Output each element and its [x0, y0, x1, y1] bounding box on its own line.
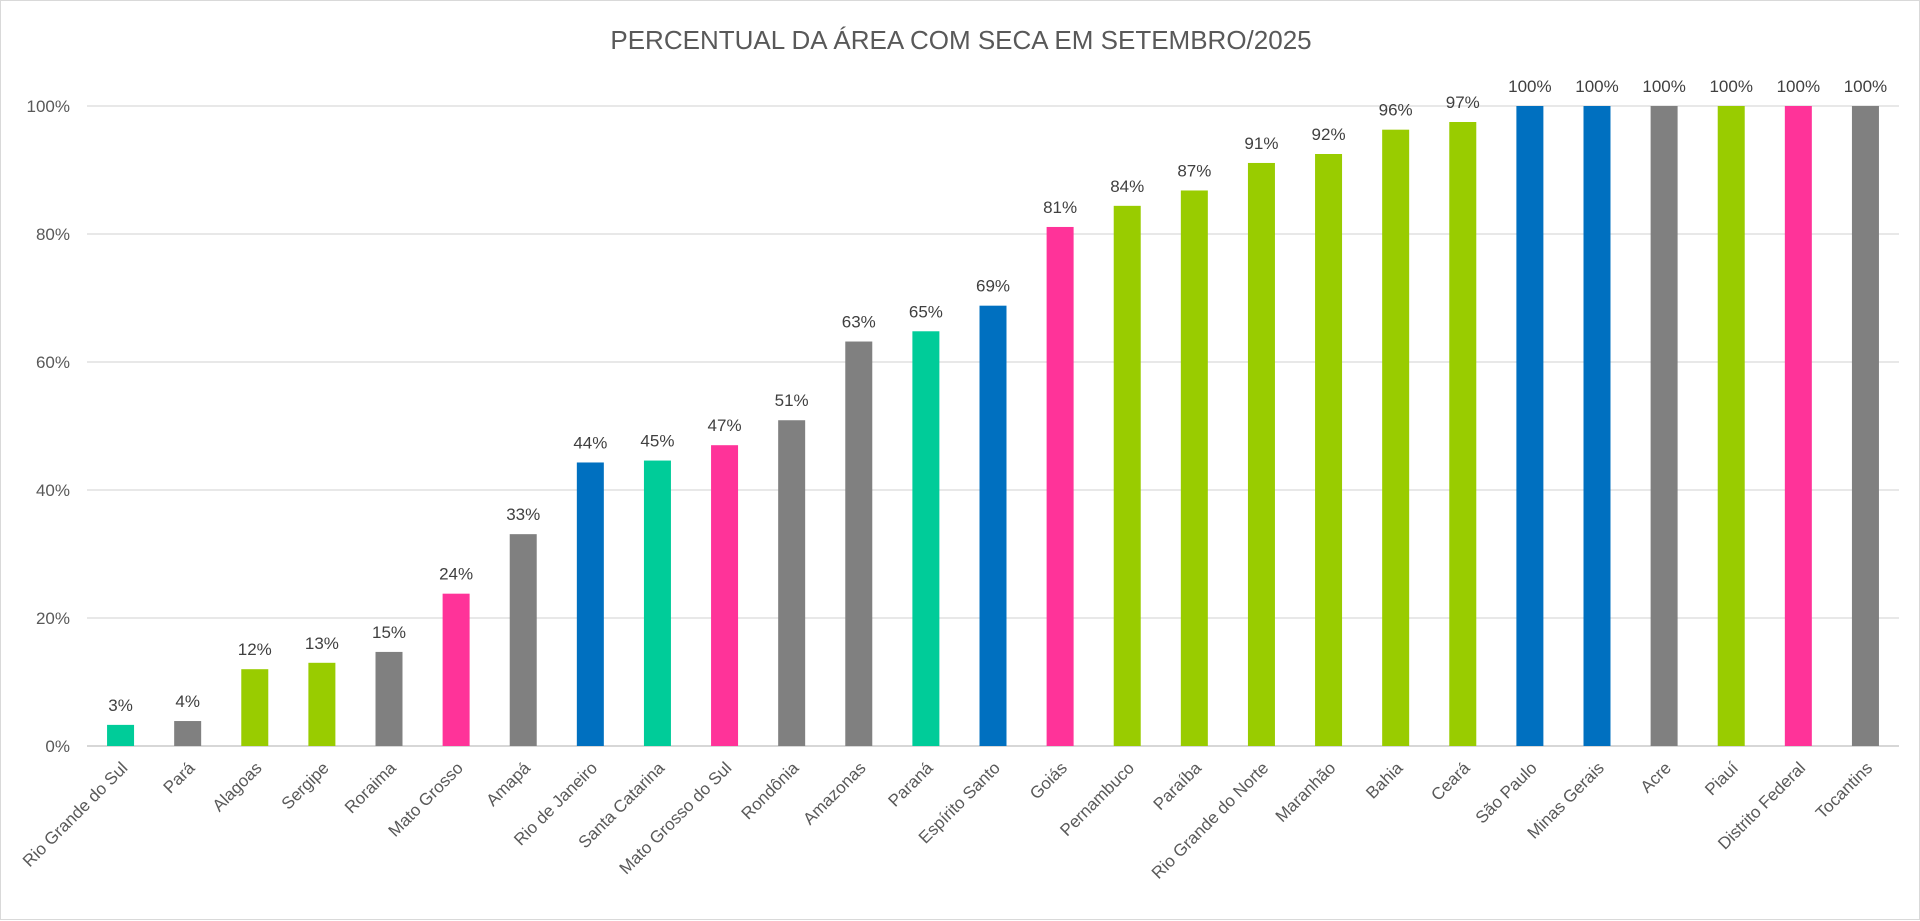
- category-label: Amapá: [483, 758, 535, 810]
- data-label: 100%: [1508, 77, 1551, 96]
- category-label: São Paulo: [1472, 758, 1541, 827]
- y-tick-label: 100%: [27, 97, 70, 116]
- bar: [912, 331, 940, 746]
- data-label: 91%: [1244, 134, 1278, 153]
- data-label: 65%: [909, 302, 943, 321]
- data-label: 24%: [439, 565, 473, 584]
- data-label: 84%: [1110, 177, 1144, 196]
- category-label: Tocantins: [1812, 758, 1876, 822]
- category-label: Maranhão: [1272, 758, 1340, 826]
- data-label: 51%: [775, 391, 809, 410]
- data-label: 92%: [1312, 125, 1346, 144]
- category-label: Paraná: [885, 758, 938, 811]
- chart-title: PERCENTUAL DA ÁREA COM SECA EM SETEMBRO/…: [610, 25, 1311, 55]
- y-tick-label: 80%: [36, 225, 70, 244]
- y-tick-label: 20%: [36, 609, 70, 628]
- bar: [1315, 154, 1343, 746]
- bar: [1382, 129, 1410, 746]
- category-label: Sergipe: [278, 758, 333, 813]
- category-labels: Rio Grande do Sul Pará Alagoas Sergipe Rorai…: [19, 758, 1876, 883]
- data-labels: 3% 4% 12% 13% 15% 24% 33% 44% 45% 47% 51% 63% 65% 69%…: [108, 77, 1887, 715]
- category-label: Goiás: [1026, 758, 1071, 803]
- bar: [442, 593, 470, 746]
- y-tick-label: 0%: [45, 737, 70, 756]
- category-label: Rio Grande do Norte: [1148, 758, 1272, 882]
- bar: [778, 420, 806, 746]
- bars: [107, 106, 1879, 747]
- y-tick-label: 40%: [36, 481, 70, 500]
- data-label: 63%: [842, 313, 876, 332]
- data-label: 47%: [708, 416, 742, 435]
- bar: [1449, 122, 1477, 746]
- y-tick-label: 60%: [36, 353, 70, 372]
- data-label: 97%: [1446, 93, 1480, 112]
- bar: [174, 721, 202, 746]
- y-axis-ticks: 0% 20% 40% 60% 80% 100%: [27, 97, 70, 756]
- data-label: 44%: [573, 433, 607, 452]
- bar: [1113, 205, 1141, 747]
- data-label: 3%: [108, 696, 133, 715]
- bar: [107, 724, 135, 746]
- bar: [509, 534, 537, 746]
- data-label: 81%: [1043, 198, 1077, 217]
- category-label: Ceará: [1427, 758, 1474, 805]
- bar: [979, 305, 1007, 746]
- data-label: 4%: [175, 692, 200, 711]
- bar: [308, 662, 336, 746]
- category-label: Amazonas: [799, 758, 869, 828]
- data-label: 100%: [1777, 77, 1820, 96]
- data-label: 100%: [1844, 77, 1887, 96]
- bar: [1046, 226, 1074, 746]
- category-label: Pará: [160, 758, 199, 797]
- category-label: Roraima: [341, 758, 400, 817]
- data-label: 45%: [640, 432, 674, 451]
- bar: [1180, 190, 1208, 747]
- bar: [643, 460, 671, 746]
- bar: [845, 341, 873, 746]
- category-label: Bahia: [1362, 758, 1407, 803]
- data-label: 100%: [1709, 77, 1752, 96]
- bar: [1717, 106, 1745, 746]
- bar: [1516, 106, 1544, 746]
- bar: [241, 669, 269, 746]
- data-label: 12%: [238, 640, 272, 659]
- data-label: 69%: [976, 277, 1010, 296]
- bar: [1851, 106, 1879, 746]
- data-label: 96%: [1379, 101, 1413, 120]
- bar: [1247, 162, 1275, 746]
- data-label: 15%: [372, 623, 406, 642]
- data-label: 87%: [1177, 161, 1211, 180]
- data-label: 100%: [1642, 77, 1685, 96]
- bar: [711, 445, 739, 746]
- category-label: Acre: [1637, 758, 1675, 796]
- data-label: 100%: [1575, 77, 1618, 96]
- bar: [1784, 106, 1812, 746]
- category-label: Mato Grosso do Sul: [616, 758, 736, 878]
- category-label: Alagoas: [209, 758, 266, 815]
- bar: [375, 651, 403, 746]
- data-label: 13%: [305, 634, 339, 653]
- bar: [1583, 106, 1611, 746]
- bar: [576, 462, 604, 746]
- category-label: Paraíba: [1150, 758, 1206, 814]
- category-label: Piauí: [1701, 758, 1742, 799]
- category-label: Rondônia: [738, 758, 803, 823]
- bar: [1650, 106, 1678, 746]
- category-label: Rio Grande do Sul: [19, 758, 131, 870]
- data-label: 33%: [506, 505, 540, 524]
